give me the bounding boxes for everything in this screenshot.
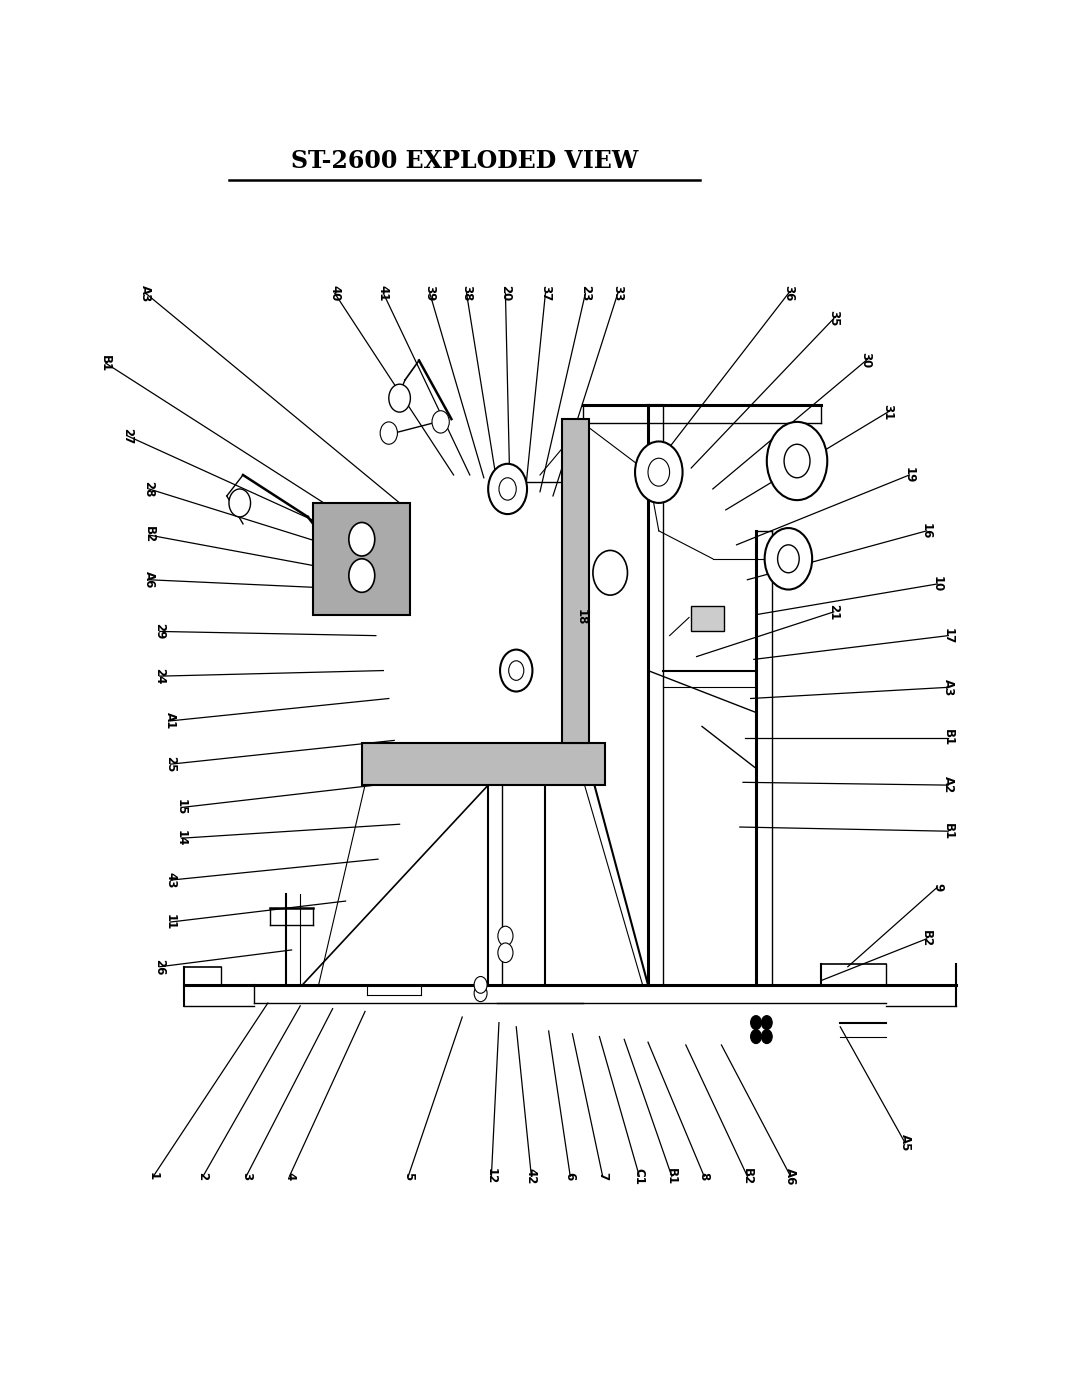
Text: A3: A3 — [942, 679, 955, 696]
Text: 38: 38 — [460, 285, 473, 302]
Text: 31: 31 — [881, 404, 894, 420]
Text: B1: B1 — [942, 823, 955, 840]
Text: 21: 21 — [827, 604, 840, 620]
Text: C1: C1 — [633, 1168, 646, 1185]
Text: A1: A1 — [164, 712, 177, 729]
Circle shape — [751, 1016, 761, 1030]
Text: 3: 3 — [240, 1172, 253, 1180]
Circle shape — [229, 489, 251, 517]
Circle shape — [500, 650, 532, 692]
Text: 28: 28 — [143, 481, 156, 497]
Text: 8: 8 — [698, 1172, 711, 1180]
Text: B1: B1 — [942, 729, 955, 746]
Text: 36: 36 — [782, 285, 795, 302]
Text: 7: 7 — [596, 1172, 609, 1180]
Text: 9: 9 — [931, 883, 944, 891]
Text: 15: 15 — [175, 799, 188, 816]
Circle shape — [648, 458, 670, 486]
Text: A6: A6 — [143, 571, 156, 588]
Text: B2: B2 — [741, 1168, 754, 1185]
Text: 43: 43 — [164, 872, 177, 888]
Text: 26: 26 — [153, 958, 166, 975]
Text: 10: 10 — [931, 576, 944, 592]
Text: 25: 25 — [164, 756, 177, 773]
Circle shape — [751, 1030, 761, 1044]
Circle shape — [509, 661, 524, 680]
Circle shape — [498, 943, 513, 963]
Text: 40: 40 — [328, 285, 341, 302]
Text: 30: 30 — [860, 352, 873, 369]
Polygon shape — [562, 419, 589, 743]
Text: 37: 37 — [539, 285, 552, 302]
Circle shape — [432, 411, 449, 433]
Polygon shape — [362, 743, 605, 785]
Circle shape — [349, 522, 375, 556]
Polygon shape — [313, 503, 410, 615]
Circle shape — [474, 985, 487, 1002]
Text: 24: 24 — [153, 668, 166, 685]
Text: 5: 5 — [402, 1172, 415, 1180]
Circle shape — [349, 559, 375, 592]
Text: B1: B1 — [665, 1168, 678, 1185]
Circle shape — [389, 384, 410, 412]
Circle shape — [380, 422, 397, 444]
Text: A3: A3 — [139, 285, 152, 302]
Text: 19: 19 — [903, 467, 916, 483]
Text: 2: 2 — [197, 1172, 210, 1180]
Text: 39: 39 — [423, 285, 436, 302]
Circle shape — [778, 545, 799, 573]
Text: 1: 1 — [147, 1172, 160, 1180]
Text: 11: 11 — [164, 914, 177, 930]
Circle shape — [498, 926, 513, 946]
Text: A6: A6 — [784, 1168, 797, 1185]
Circle shape — [761, 1030, 772, 1044]
Text: 42: 42 — [525, 1168, 538, 1185]
Circle shape — [499, 478, 516, 500]
Circle shape — [784, 444, 810, 478]
Text: 18: 18 — [575, 609, 588, 626]
Text: 14: 14 — [175, 830, 188, 847]
Circle shape — [488, 464, 527, 514]
Circle shape — [474, 977, 487, 993]
Text: 29: 29 — [153, 623, 166, 640]
Circle shape — [767, 422, 827, 500]
Text: A2: A2 — [942, 777, 955, 793]
Text: 6: 6 — [564, 1172, 577, 1180]
Text: 23: 23 — [579, 285, 592, 302]
Circle shape — [593, 550, 627, 595]
Bar — [691, 606, 724, 631]
Text: 12: 12 — [485, 1168, 498, 1185]
Text: ST-2600 EXPLODED VIEW: ST-2600 EXPLODED VIEW — [291, 148, 638, 173]
Text: B1: B1 — [99, 355, 112, 372]
Text: 4: 4 — [283, 1172, 296, 1180]
Text: 41: 41 — [377, 285, 390, 302]
Text: A5: A5 — [899, 1134, 912, 1151]
Circle shape — [761, 1016, 772, 1030]
Circle shape — [765, 528, 812, 590]
Text: 27: 27 — [121, 427, 134, 444]
Text: 20: 20 — [499, 285, 512, 302]
Text: 33: 33 — [611, 285, 624, 302]
Text: 16: 16 — [920, 522, 933, 539]
Circle shape — [635, 441, 683, 503]
Text: 17: 17 — [942, 627, 955, 644]
Text: B2: B2 — [920, 930, 933, 947]
Text: 35: 35 — [827, 310, 840, 327]
Text: B2: B2 — [143, 527, 156, 543]
